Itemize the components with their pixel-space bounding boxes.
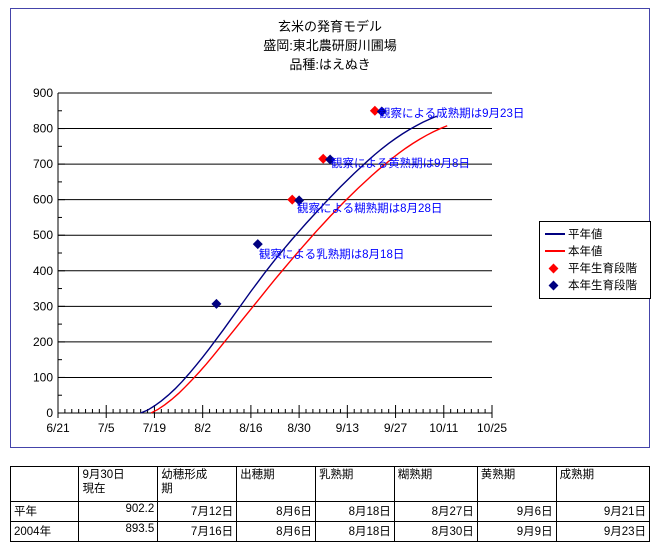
stage-table: 9月30日 現在 幼穂形成 期 出穂期 乳熟期 糊熟期 黄熟期 成熟期 平年 (9, 466, 651, 542)
cell-shussui: 8月6日 (236, 501, 316, 522)
table-header-oujuku: 黄熟期 (476, 466, 557, 502)
svg-text:0: 0 (46, 406, 53, 420)
legend-label: 本年生育段階 (568, 279, 637, 292)
svg-text:700: 700 (33, 157, 53, 171)
header-current-line2: 現在 (82, 483, 106, 495)
legend-item: 平年値 (544, 225, 646, 242)
table-header-shussui: 出穂期 (236, 466, 316, 502)
plot-area: 0 100 200 300 400 500 600 700 800 900 6/21 7/5 7/19… (33, 86, 524, 435)
svg-text:7/5: 7/5 (98, 421, 115, 435)
legend-line-icon (544, 244, 566, 258)
table-row: 2004年 893.5 7月16日 8月6日 8月18日 8月30日 9月9日 … (9, 521, 651, 542)
cell-kojuku: 8月27日 (393, 501, 478, 522)
table-header-current: 9月30日 現在 (78, 466, 159, 502)
row-label: 平年 (9, 501, 80, 522)
data-series (140, 115, 448, 414)
svg-text:400: 400 (33, 264, 53, 278)
cell-nyujuku: 8月18日 (314, 521, 395, 542)
header-yousui-line1: 幼穂形成 (161, 469, 208, 481)
cell-shussui: 8月6日 (236, 521, 316, 542)
chart-subtitle: 盛岡:東北農研厨川圃場 (263, 38, 397, 53)
cell-oujuku: 9月9日 (476, 521, 557, 542)
legend-item: 本年値 (544, 242, 646, 259)
cell-yousui: 7月16日 (157, 521, 238, 542)
stage-markers (211, 105, 387, 309)
table-header-nyujuku: 乳熟期 (314, 466, 395, 502)
svg-text:観察による成熟期は9月23日: 観察による成熟期は9月23日 (379, 106, 524, 120)
svg-text:8/2: 8/2 (194, 421, 211, 435)
y-axis-tick-labels: 0 100 200 300 400 500 600 700 800 900 (33, 86, 53, 420)
svg-text:観察による糊熟期は8月28日: 観察による糊熟期は8月28日 (297, 201, 442, 215)
legend-item: 本年生育段階 (544, 276, 646, 293)
legend-item: 平年生育段階 (544, 259, 646, 276)
chart-legend: 平年値 本年値 平年生育段階 本年生育段階 (539, 221, 651, 299)
cell-yousui: 7月12日 (157, 501, 238, 522)
cell-current: 902.2 (78, 501, 159, 522)
table-corner-cell (9, 466, 80, 502)
x-axis-tick-labels: 6/21 7/5 7/19 8/2 8/16 8/30 9/13 9/27 10/11 10/25 (46, 421, 507, 435)
svg-text:500: 500 (33, 228, 53, 242)
svg-text:900: 900 (33, 86, 53, 100)
cell-oujuku: 9月6日 (476, 501, 557, 522)
chart-subtitle-2: 品種:はえぬき (289, 57, 371, 72)
cell-current: 893.5 (78, 521, 159, 542)
svg-text:300: 300 (33, 299, 53, 313)
chart-annotations: 観察による成熟期は9月23日観察による黄熟期は9月8日観察による糊熟期は8月28… (259, 106, 524, 261)
svg-text:200: 200 (33, 335, 53, 349)
cell-seijuku: 9月21日 (555, 501, 651, 522)
table-header-row: 9月30日 現在 幼穂形成 期 出穂期 乳熟期 糊熟期 黄熟期 成熟期 (9, 466, 651, 502)
svg-text:8/30: 8/30 (287, 421, 311, 435)
row-label: 2004年 (9, 521, 80, 542)
legend-label: 平年値 (568, 228, 603, 241)
svg-text:8/16: 8/16 (239, 421, 263, 435)
growth-stage-table: 9月30日 現在 幼穂形成 期 出穂期 乳熟期 糊熟期 黄熟期 成熟期 平年 (9, 466, 651, 542)
axis-ticks (57, 92, 493, 418)
chart-title-block: 玄米の発育モデル 盛岡:東北農研厨川圃場 品種:はえぬき (11, 17, 649, 74)
table-row: 平年 902.2 7月12日 8月6日 8月18日 8月27日 9月6日 9月2… (9, 501, 651, 522)
chart-title: 玄米の発育モデル (277, 19, 382, 34)
svg-text:9/13: 9/13 (336, 421, 360, 435)
svg-text:9/27: 9/27 (384, 421, 408, 435)
legend-diamond-icon (544, 261, 566, 275)
legend-label: 平年生育段階 (568, 262, 637, 275)
svg-text:800: 800 (33, 122, 53, 136)
svg-text:10/25: 10/25 (477, 421, 507, 435)
table-header-seijuku: 成熟期 (555, 466, 651, 502)
svg-text:10/11: 10/11 (429, 421, 458, 435)
svg-text:観察による乳熟期は8月18日: 観察による乳熟期は8月18日 (259, 247, 404, 261)
cell-kojuku: 8月30日 (393, 521, 478, 542)
svg-text:100: 100 (33, 370, 53, 384)
legend-line-icon (544, 227, 566, 241)
table-header-yousui: 幼穂形成 期 (157, 466, 238, 502)
legend-label: 本年値 (568, 245, 603, 258)
svg-text:7/19: 7/19 (143, 421, 167, 435)
cell-nyujuku: 8月18日 (314, 501, 395, 522)
chart-panel: 玄米の発育モデル 盛岡:東北農研厨川圃場 品種:はえぬき 0 100 200 300 4… (10, 8, 651, 448)
cell-seijuku: 9月23日 (555, 521, 651, 542)
legend-diamond-icon (544, 278, 566, 292)
header-yousui-line2: 期 (161, 483, 173, 495)
svg-text:6/21: 6/21 (46, 421, 70, 435)
header-current-line1: 9月30日 (82, 469, 125, 481)
svg-text:600: 600 (33, 193, 53, 207)
svg-text:観察による黄熟期は9月8日: 観察による黄熟期は9月8日 (331, 156, 470, 170)
grid-lines (58, 92, 492, 378)
table-header-kojuku: 糊熟期 (393, 466, 478, 502)
